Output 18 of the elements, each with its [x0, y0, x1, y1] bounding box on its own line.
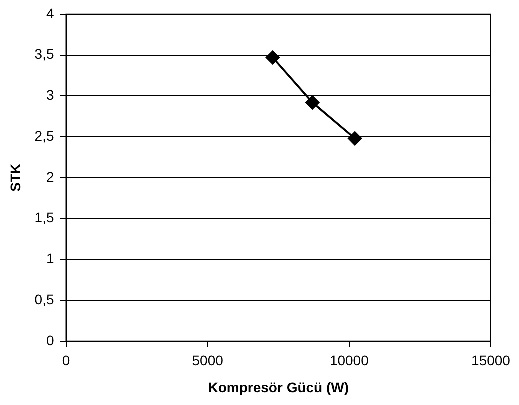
y-tick-label: 2 — [46, 168, 54, 185]
x-tick-label: 0 — [62, 352, 70, 369]
point — [266, 50, 280, 65]
y-tick-label: 0,5 — [34, 291, 54, 308]
y-tick-label: 0 — [46, 332, 54, 348]
y-tick-label: 1 — [46, 250, 54, 267]
y-axis-title: STK — [7, 164, 24, 192]
y-tick-label: 4 — [46, 5, 54, 22]
x-tick-label: 10000 — [330, 352, 370, 369]
x-tick-label: 15000 — [472, 352, 511, 369]
point — [348, 132, 362, 146]
x-axis-title: Kompresör Gücü (W) — [208, 379, 350, 396]
y-tick-label: 3,5 — [34, 46, 54, 62]
x-tick-label: 5000 — [192, 352, 224, 369]
y-tick-label: 3 — [46, 87, 54, 104]
point — [306, 96, 320, 110]
y-tick-label: 1,5 — [34, 210, 54, 226]
y-tick-label: 2,5 — [34, 128, 54, 144]
